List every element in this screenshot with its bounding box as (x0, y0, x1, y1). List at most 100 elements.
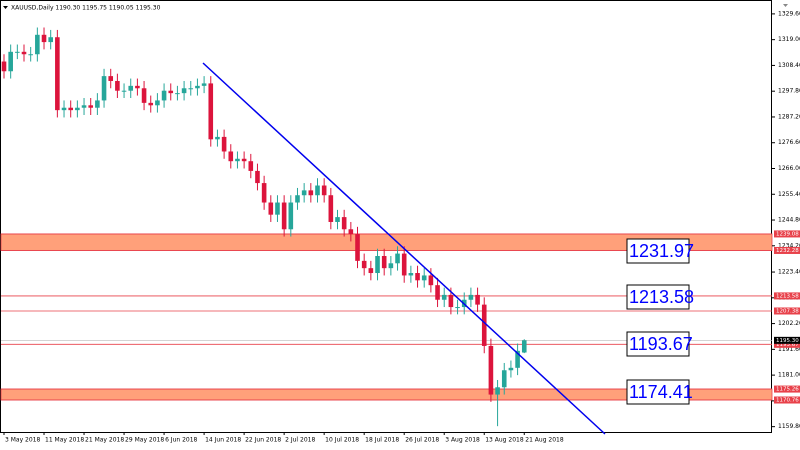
candle-body (81, 105, 87, 108)
candle-body (515, 350, 520, 368)
candle-body (228, 151, 234, 162)
y-tick-label: 1276.60 (778, 139, 800, 146)
candle-body (475, 294, 480, 305)
candle-body (215, 136, 220, 140)
price-tag-label: 1175.26 (776, 387, 799, 393)
candle-body (481, 304, 487, 346)
x-tick-label: 26 Jul 2018 (405, 437, 439, 444)
price-tag (774, 340, 800, 348)
annotation: 1213.58 (629, 287, 694, 307)
candle-body (301, 190, 307, 196)
candle-body (128, 85, 134, 91)
candle-body (15, 51, 20, 53)
candle-body (415, 273, 420, 281)
price-tag-label: 1239.08 (776, 231, 799, 237)
candle-body (175, 93, 180, 95)
candle-body (308, 190, 314, 196)
y-tick-label: 1287.20 (778, 113, 800, 120)
candle-body (75, 107, 80, 111)
candle-body (348, 229, 354, 235)
x-tick-label: 6 Jun 2018 (165, 437, 197, 444)
candle-body (21, 51, 27, 55)
annotation: 1193.67 (629, 334, 693, 354)
candle-body (288, 202, 294, 230)
candle-body (441, 294, 447, 300)
price-tag-label: 1232.28 (776, 248, 799, 254)
candle-body (455, 307, 460, 309)
price-tag-label: 1193.67 (776, 342, 799, 348)
candle-body (521, 340, 527, 353)
candle-body (168, 90, 174, 94)
x-tick-label: 2 Jul 2018 (285, 437, 315, 444)
annotation-box (626, 284, 690, 310)
candle-body (235, 158, 240, 162)
price-tag (774, 230, 800, 238)
candle-body (148, 102, 154, 106)
y-tick-label: 1191.60 (778, 346, 800, 353)
x-tick-label: 29 May 2018 (125, 437, 164, 444)
candle-body (121, 90, 127, 92)
candle-body (321, 185, 327, 196)
candle-body (375, 256, 380, 274)
candle-body (88, 105, 94, 108)
price-tag (774, 385, 800, 393)
candle-body (181, 88, 187, 94)
y-tick-label: 1297.80 (778, 88, 800, 95)
candle-body (61, 107, 67, 111)
candle-body (248, 161, 254, 171)
annotation-box (626, 379, 690, 405)
candle-body (101, 76, 107, 101)
candle-body (155, 100, 160, 106)
candle-body (48, 37, 53, 43)
candle-body (281, 202, 287, 230)
candle-body (401, 253, 407, 276)
price-tag (774, 396, 800, 404)
x-tick-label: 21 May 2018 (85, 437, 124, 444)
candle-body (208, 83, 214, 140)
labels: 1329.60 1319.00 1308.40 1297.80 1287.20 1276.… (3, 10, 800, 444)
candle-body (261, 183, 267, 203)
candle-body (335, 217, 340, 222)
candle-body (221, 136, 227, 152)
candle-body (108, 76, 114, 81)
candle-body (295, 195, 300, 203)
current-price-tag (774, 336, 800, 344)
price-tag-label: 1170.76 (776, 398, 799, 404)
annotation: 1231.97 (629, 241, 694, 261)
y-tick-label: 1244.80 (778, 217, 800, 224)
y-tick-label: 1223.40 (778, 269, 800, 276)
candle-body (315, 185, 320, 196)
candle-body (188, 88, 194, 90)
chart-title: XAUUSD,Daily 1190.30 1195.75 1190.05 119… (11, 5, 161, 12)
price-tag-label: 1213.58 (776, 293, 799, 299)
candle-body (508, 367, 514, 371)
current-price-label: 1195.30 (776, 338, 799, 344)
candle-body (395, 253, 400, 264)
candle-body (501, 370, 507, 388)
annotation-box (626, 238, 690, 264)
candle-body (255, 170, 260, 184)
y-tick-label: 1159.80 (778, 423, 800, 430)
candle-body (8, 51, 13, 72)
candle-body (55, 37, 60, 111)
y-tick-label: 1255.40 (778, 191, 800, 198)
y-tick-label: 1234.20 (778, 242, 800, 249)
candle-body (35, 34, 40, 55)
candle-body (361, 260, 367, 269)
candles (1, 27, 527, 427)
annotation-box (626, 331, 690, 357)
candle-body (1, 61, 7, 72)
candle-body (95, 100, 100, 108)
x-tick-label: 3 May 2018 (5, 437, 40, 444)
candle-body (448, 294, 454, 308)
menu-arrow (3, 6, 8, 9)
scroll-arrow (783, 4, 788, 7)
price-tag-label: 1207.38 (776, 308, 799, 314)
price-tag (774, 307, 800, 315)
candle-body (115, 80, 120, 91)
candle-body (381, 256, 387, 269)
price-tag (774, 292, 800, 300)
candle-body (368, 268, 374, 274)
candle-body (195, 85, 200, 89)
